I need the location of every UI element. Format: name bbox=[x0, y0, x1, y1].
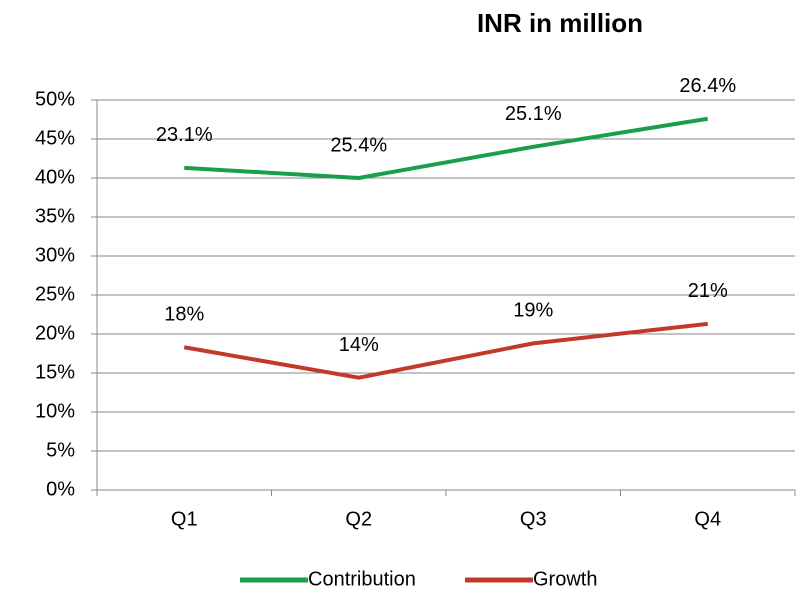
data-label: 18% bbox=[164, 304, 204, 326]
y-tick-label: 25% bbox=[35, 283, 75, 305]
x-tick-label: Q2 bbox=[345, 508, 372, 530]
y-tick-label: 15% bbox=[35, 361, 75, 383]
series-line bbox=[184, 116, 709, 180]
y-tick-label: 35% bbox=[35, 205, 75, 227]
annotation: 25.1% bbox=[505, 103, 562, 125]
data-label: 21% bbox=[688, 280, 728, 302]
y-tick-label: 10% bbox=[35, 400, 75, 422]
annotation: 23.1% bbox=[156, 124, 213, 146]
series-line bbox=[183, 321, 708, 380]
y-tick-label: 45% bbox=[35, 127, 75, 149]
y-tick-label: 20% bbox=[35, 322, 75, 344]
x-tick-label: Q4 bbox=[694, 508, 721, 530]
x-tick-label: Q3 bbox=[520, 508, 547, 530]
chart-title: INR in million bbox=[477, 8, 643, 38]
annotation: 25.4% bbox=[330, 134, 387, 156]
y-tick-label: 30% bbox=[35, 244, 75, 266]
data-label: 14% bbox=[339, 334, 379, 356]
y-tick-label: 5% bbox=[46, 439, 75, 461]
legend-label: Contribution bbox=[308, 568, 416, 590]
data-label: 19% bbox=[513, 300, 553, 322]
legend-label: Growth bbox=[533, 568, 597, 590]
annotation: 26.4% bbox=[679, 75, 736, 97]
y-tick-label: 0% bbox=[46, 478, 75, 500]
y-tick-label: 50% bbox=[35, 88, 75, 110]
y-tick-label: 40% bbox=[35, 166, 75, 188]
x-tick-label: Q1 bbox=[171, 508, 198, 530]
